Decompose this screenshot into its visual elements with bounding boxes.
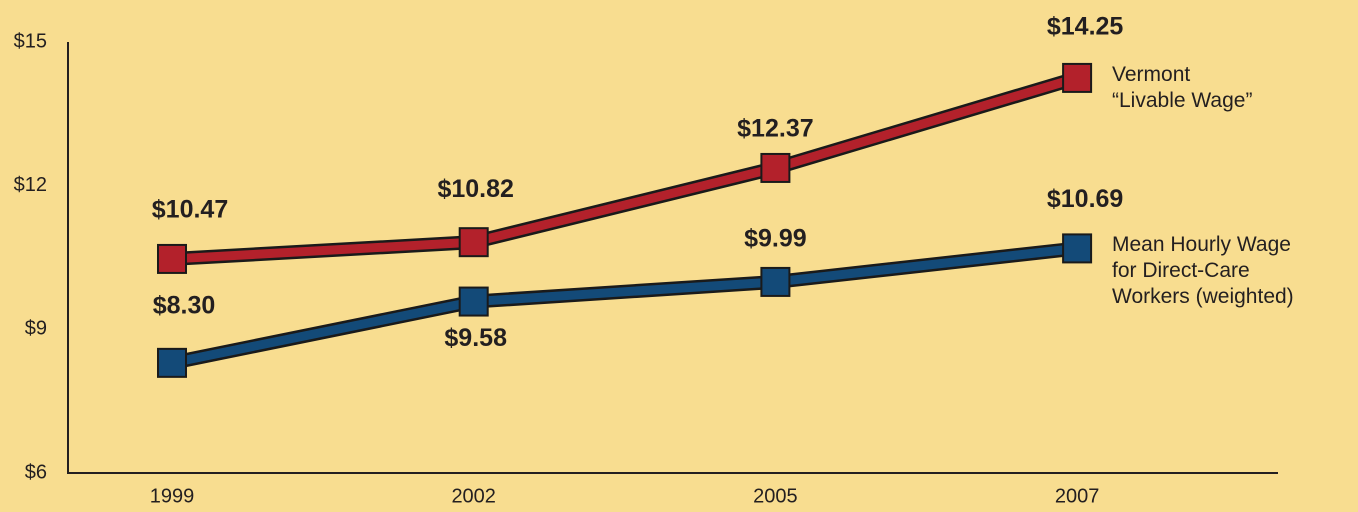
x-tick-label: 2005 (753, 485, 798, 507)
data-label: $8.30 (153, 291, 216, 319)
data-label: $12.37 (737, 115, 813, 143)
marker (760, 152, 791, 183)
marker (157, 243, 187, 274)
x-tick-label: 2002 (451, 485, 496, 507)
data-label: $10.69 (1047, 185, 1123, 213)
x-tick-label: 2007 (1055, 485, 1100, 507)
marker (458, 286, 489, 317)
data-label: $10.47 (152, 196, 228, 224)
legend-entry: Vermont “Livable Wage” (1112, 63, 1253, 112)
line-outline (171, 71, 1080, 266)
x-tick-label: 1999 (150, 485, 195, 507)
marker (1062, 233, 1093, 264)
legend-entry: Mean Hourly Wage for Direct-Care Workers… (1112, 233, 1294, 308)
y-tick-label: $15 (14, 30, 47, 52)
y-tick-label: $9 (25, 318, 47, 340)
marker (760, 266, 791, 297)
data-label: $10.82 (437, 175, 513, 203)
data-label: $9.58 (444, 324, 507, 352)
line (171, 243, 1078, 368)
data-label: $14.25 (1047, 13, 1124, 41)
data-label: $9.99 (744, 225, 807, 253)
line (171, 73, 1079, 264)
marker (1062, 62, 1093, 93)
y-tick-label: $12 (14, 174, 47, 196)
y-tick-label: $6 (25, 461, 47, 483)
marker (458, 227, 489, 258)
marker (157, 347, 187, 378)
